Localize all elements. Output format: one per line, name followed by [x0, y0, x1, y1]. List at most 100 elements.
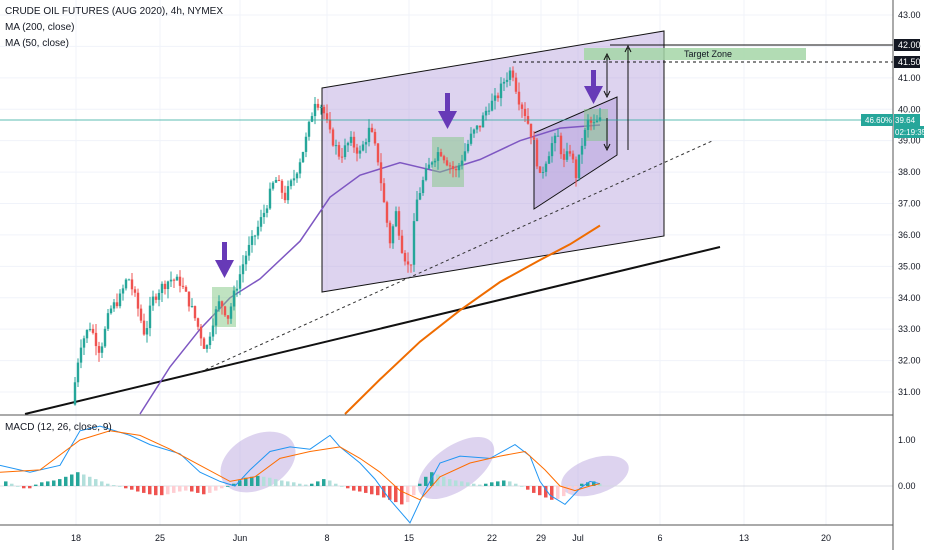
badge-42-text: 42.00	[898, 40, 921, 50]
candle-body	[166, 281, 170, 290]
ma50-legend[interactable]: MA (50, close)	[5, 38, 69, 49]
candle-body	[259, 217, 263, 227]
candle-body	[205, 345, 209, 349]
macd-histogram-bar	[4, 481, 8, 486]
candle-body	[202, 338, 206, 349]
candle-body	[151, 296, 155, 306]
macd-histogram-bar	[184, 486, 188, 491]
candle-body	[160, 283, 164, 294]
macd-histogram-bar	[166, 486, 170, 495]
candle-body	[451, 165, 455, 169]
macd-histogram-bar	[394, 486, 398, 503]
measure-arrows[interactable]	[603, 44, 632, 152]
candle-body	[496, 95, 500, 99]
target-zone-box[interactable]	[584, 48, 806, 60]
macd-histogram-bar	[130, 486, 134, 490]
candle-body	[127, 279, 131, 281]
candle-body	[73, 382, 77, 405]
candle-body	[406, 261, 410, 265]
candle-body	[112, 302, 116, 309]
macd-histogram-bar	[376, 486, 380, 496]
macd-histogram-bar	[16, 486, 20, 487]
candle-body	[559, 135, 563, 155]
macd-histogram-bar	[304, 484, 308, 486]
macd-histogram-bar	[454, 480, 458, 486]
candle-body	[220, 301, 224, 307]
time-tick-label: 20	[821, 533, 831, 543]
macd-histogram-bar	[436, 474, 440, 486]
macd-histogram-bar	[538, 486, 542, 496]
candle-body	[334, 145, 338, 147]
candle-body	[289, 180, 293, 187]
candle-body	[121, 288, 125, 294]
candle-body	[322, 106, 326, 114]
candle-body	[244, 255, 248, 265]
candle-body	[355, 147, 359, 154]
candle-body	[301, 151, 305, 163]
macd-histogram-bar	[124, 486, 128, 489]
dashed-trendline[interactable]	[199, 140, 713, 373]
candle-body	[223, 306, 227, 316]
candle-body	[274, 179, 278, 183]
macd-histogram-bar	[550, 486, 554, 500]
candle-body	[262, 212, 266, 218]
macd-histogram-bar	[52, 480, 56, 486]
candle-body	[475, 125, 479, 130]
time-axis[interactable]: 18 25 Jun 8 15 22 29 Jul 6 13 20	[71, 533, 831, 543]
macd-histogram-bar	[226, 486, 230, 487]
macd-histogram-bar	[364, 486, 368, 493]
candle-body	[214, 309, 218, 326]
candle-body	[208, 336, 212, 346]
macd-histogram-bar	[352, 486, 356, 491]
macd-histogram-bar	[520, 486, 524, 487]
candle-body	[454, 168, 458, 171]
support-trendline[interactable]	[24, 246, 721, 415]
price-tick-label: 37.00	[898, 199, 921, 209]
candle-body	[466, 143, 470, 152]
countdown-label: 02:19:35	[895, 128, 927, 137]
macd-line	[0, 425, 601, 524]
ma200-legend[interactable]: MA (200, close)	[5, 22, 75, 33]
macd-histogram-bar	[136, 486, 140, 492]
candle-body	[100, 346, 104, 353]
candle-body	[553, 135, 557, 144]
candle-body	[109, 308, 113, 314]
candle-body	[511, 70, 515, 78]
candle-body	[436, 152, 440, 161]
candle-body	[535, 139, 539, 167]
macd-histogram-bar	[64, 476, 68, 486]
candle-body	[421, 180, 425, 194]
candle-body	[304, 136, 308, 152]
macd-histogram-bar	[598, 483, 602, 486]
candle-body	[442, 156, 446, 161]
time-tick-label: 25	[155, 533, 165, 543]
price-tick-label: 41.00	[898, 73, 921, 83]
candle-body	[418, 193, 422, 200]
macd-histogram-bar	[322, 479, 326, 486]
candle-body	[448, 165, 452, 167]
macd-histogram-bar	[496, 481, 500, 486]
candle-body	[79, 347, 83, 363]
candle-body	[493, 95, 497, 101]
candle-body	[190, 306, 194, 308]
macd-histogram-bar	[472, 483, 476, 486]
price-tick-label: 40.00	[898, 104, 921, 114]
candle-body	[547, 156, 551, 164]
candle-body	[556, 135, 560, 137]
candle-body	[400, 235, 404, 253]
macd-axis[interactable]: 1.00 0.00	[898, 435, 916, 491]
symbol-title[interactable]: CRUDE OIL FUTURES (AUG 2020), 4h, NYMEX	[5, 6, 224, 17]
macd-legend[interactable]: MACD (12, 26, close, 9)	[5, 422, 112, 433]
candle-body	[292, 178, 296, 181]
macd-histogram-bar	[358, 486, 362, 492]
macd-histogram-bar	[586, 482, 590, 486]
candle-body	[574, 159, 578, 178]
macd-histogram-bar	[34, 484, 38, 486]
macd-histogram-bar	[46, 481, 50, 486]
price-tick-label: 33.00	[898, 324, 921, 334]
candle-body	[481, 115, 485, 128]
macd-histogram-bar	[592, 481, 596, 486]
ascending-channel[interactable]	[321, 30, 665, 293]
candle-body	[517, 91, 521, 105]
